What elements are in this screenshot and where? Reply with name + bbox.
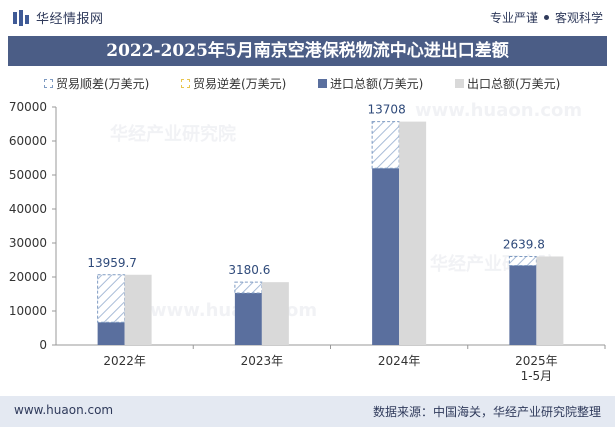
y-tick-label: 50000 bbox=[9, 168, 47, 182]
x-tick-label: 1-5月 bbox=[521, 369, 553, 383]
brand-name: 华经情报网 bbox=[36, 12, 104, 27]
legend-item-export[interactable]: 出口总额(万美元) bbox=[455, 75, 560, 92]
y-tick-label: 40000 bbox=[9, 202, 47, 216]
y-tick-label: 0 bbox=[39, 338, 47, 352]
legend-label-surplus: 贸易顺差(万美元) bbox=[56, 77, 150, 91]
surplus-bar bbox=[508, 255, 537, 266]
export-bar bbox=[536, 256, 564, 345]
legend-swatch-import bbox=[318, 79, 327, 88]
import-bar bbox=[372, 168, 400, 345]
slogan-left: 专业严谨 bbox=[489, 11, 538, 25]
y-tick-label: 10000 bbox=[9, 304, 47, 318]
slogan-right: 客观科学 bbox=[554, 11, 603, 25]
legend-swatch-deficit bbox=[181, 79, 190, 88]
chart-title: 2022-2025年5月南京空港保税物流中心进出口差额 bbox=[8, 36, 607, 66]
legend-swatch-surplus bbox=[44, 79, 53, 88]
data-label: 2639.8 bbox=[503, 237, 545, 251]
x-tick-label: 2025年 bbox=[515, 354, 558, 368]
legend: 贸易顺差(万美元) 贸易逆差(万美元) 进口总额(万美元) 出口总额(万美元) bbox=[0, 72, 615, 94]
x-tick-label: 2023年 bbox=[241, 354, 284, 368]
data-label: 3180.6 bbox=[228, 263, 270, 277]
surplus-bar bbox=[371, 121, 400, 169]
footer: www.huaon.com 数据来源：中国海关，华经产业研究院整理 bbox=[0, 396, 615, 427]
import-bar bbox=[97, 322, 125, 345]
export-bar bbox=[261, 282, 289, 345]
footer-website[interactable]: www.huaon.com bbox=[14, 403, 114, 417]
legend-item-surplus[interactable]: 贸易顺差(万美元) bbox=[44, 75, 149, 92]
footer-source: 数据来源：中国海关，华经产业研究院整理 bbox=[372, 405, 601, 419]
export-bar bbox=[399, 121, 427, 345]
logo-icon bbox=[13, 9, 29, 26]
legend-label-export: 出口总额(万美元) bbox=[467, 77, 561, 91]
legend-swatch-export bbox=[455, 79, 464, 88]
y-tick-label: 70000 bbox=[9, 100, 47, 114]
import-bar bbox=[509, 265, 537, 345]
legend-item-deficit[interactable]: 贸易逆差(万美元) bbox=[181, 75, 286, 92]
y-tick-label: 60000 bbox=[9, 134, 47, 148]
y-tick-label: 20000 bbox=[9, 270, 47, 284]
slogan: 专业严谨 客观科学 bbox=[490, 9, 603, 26]
x-tick-label: 2024年 bbox=[378, 354, 421, 368]
legend-item-import[interactable]: 进口总额(万美元) bbox=[318, 75, 423, 92]
x-tick-label: 2022年 bbox=[103, 354, 146, 368]
surplus-bar bbox=[234, 281, 263, 294]
data-label: 13708 bbox=[368, 103, 406, 117]
import-bar bbox=[234, 292, 262, 345]
top-bar: 华经情报网 专业严谨 客观科学 bbox=[0, 0, 615, 34]
slogan-dot-icon bbox=[543, 15, 549, 20]
export-bar bbox=[124, 274, 152, 345]
chart-canvas: 0 10000 20000 30000 40000 50000 60000 70000 139… bbox=[9, 100, 606, 383]
brand[interactable]: 华经情报网 bbox=[12, 8, 104, 27]
surplus-bar bbox=[97, 274, 126, 323]
y-tick-label: 30000 bbox=[9, 236, 47, 250]
data-label: 13959.7 bbox=[87, 256, 137, 270]
legend-label-deficit: 贸易逆差(万美元) bbox=[193, 77, 287, 91]
legend-label-import: 进口总额(万美元) bbox=[330, 77, 424, 91]
